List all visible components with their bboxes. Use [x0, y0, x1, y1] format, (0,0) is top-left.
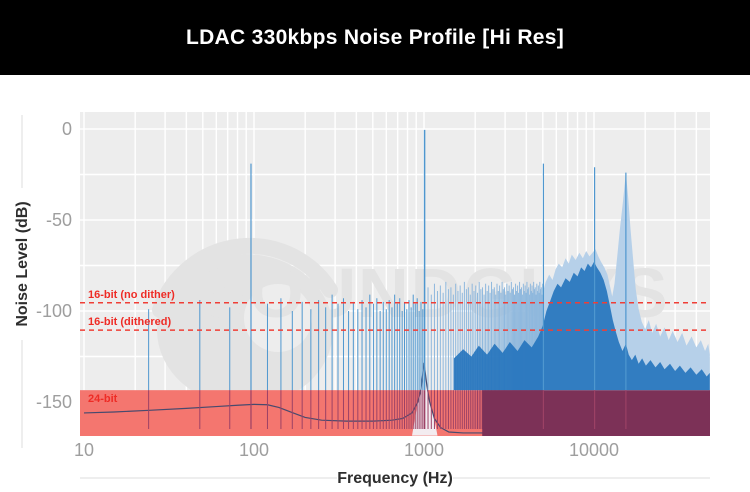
axis-ticks: 0 -50 -100 -150 10 100 1000 10000 — [36, 119, 619, 460]
x-tick-label: 1000 — [404, 440, 444, 460]
x-axis-title: Frequency (Hz) — [337, 470, 453, 487]
title-banner: LDAC 330kbps Noise Profile [Hi Res] — [0, 0, 750, 75]
y-tick-label: 0 — [62, 119, 72, 139]
y-tick-label: -100 — [36, 301, 72, 321]
x-tick-label: 100 — [239, 440, 269, 460]
y-axis-title: Noise Level (dB) — [14, 201, 31, 326]
y-tick-label: -150 — [36, 392, 72, 412]
noise-profile-chart: SOUNDGUYS 16-bit (no dither)16-bit (dith… — [14, 112, 710, 487]
noise-floor-curve — [83, 362, 492, 434]
x-tick-label: 10 — [74, 440, 94, 460]
y-tick-label: -50 — [46, 210, 72, 230]
noise-band-label: 24-bit — [88, 393, 118, 405]
reference-lines — [80, 302, 710, 331]
ref-line-label-0: 16-bit (no dither) — [88, 289, 175, 301]
chart-area: SOUNDGUYS 16-bit (no dither) 16-bit (dith… — [0, 75, 750, 492]
x-tick-label: 10000 — [569, 440, 619, 460]
reference-labels: 16-bit (no dither) 16-bit (dithered) 24-bi… — [88, 289, 175, 405]
noise-spectrum — [148, 129, 710, 436]
chart-title: LDAC 330kbps Noise Profile [Hi Res] — [185, 25, 565, 49]
ref-line-label-1: 16-bit (dithered) — [88, 316, 171, 328]
